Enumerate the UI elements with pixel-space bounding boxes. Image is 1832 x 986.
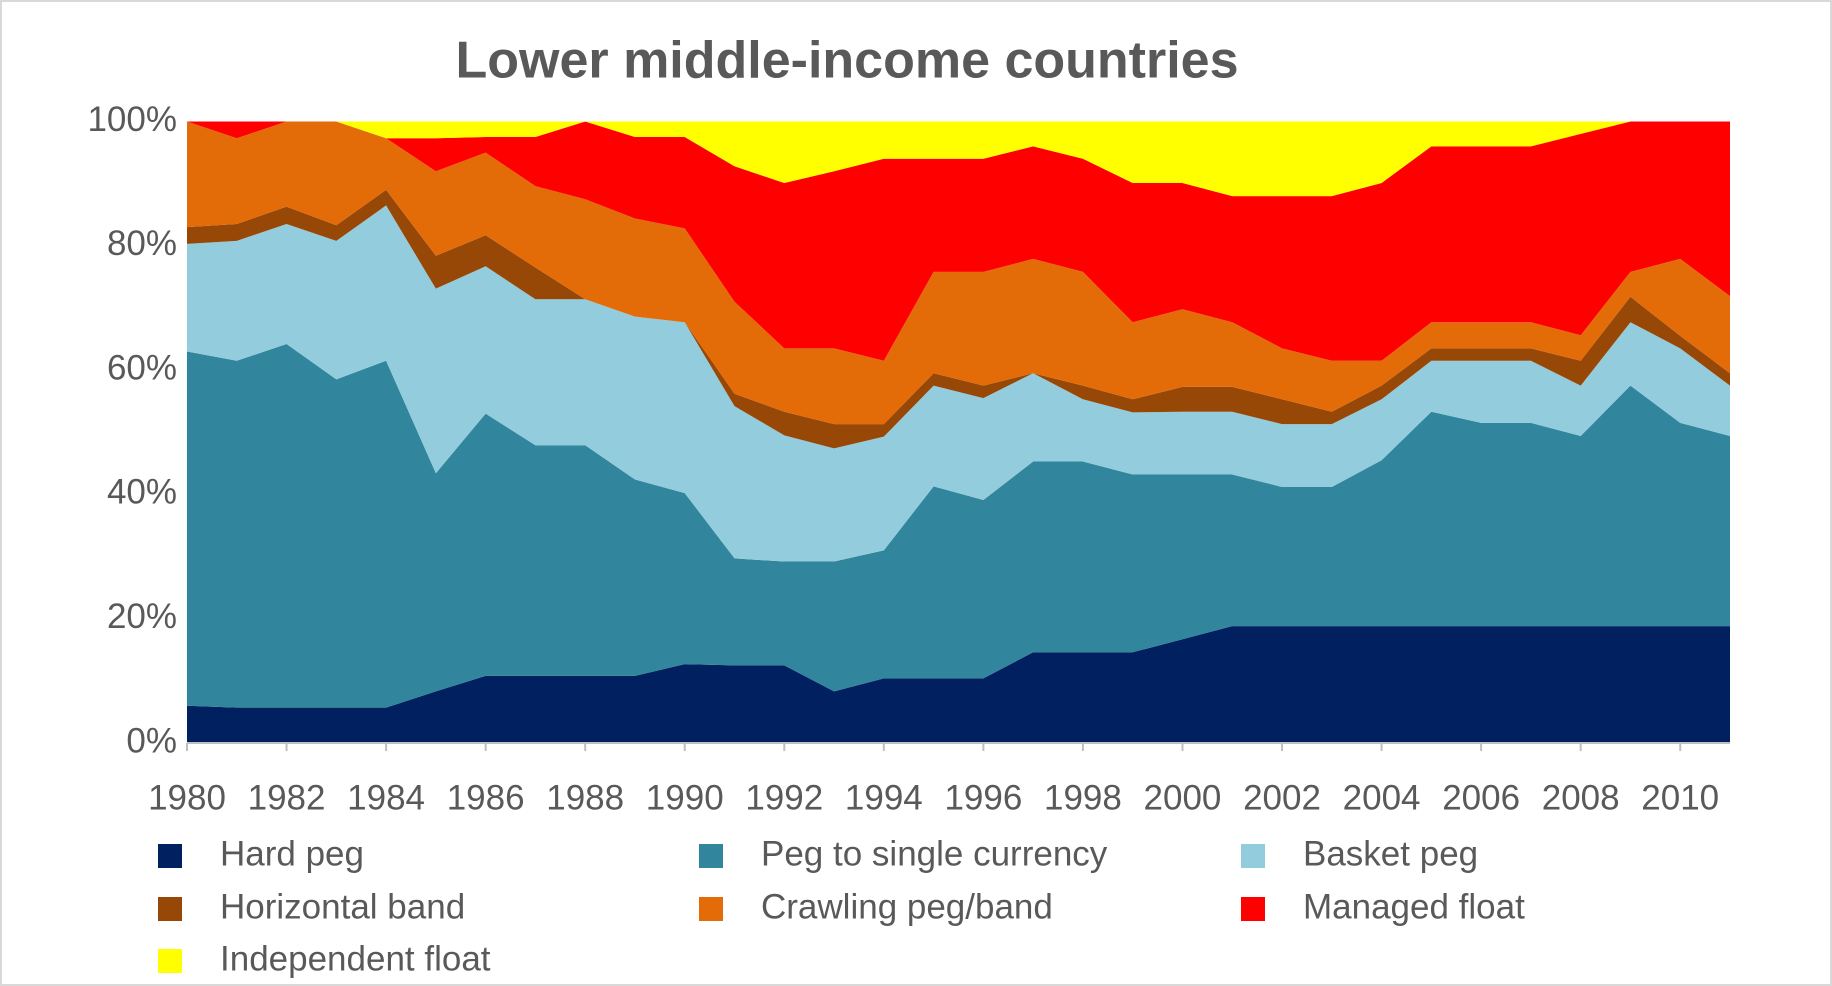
legend-label: Peg to single currency (761, 834, 1108, 873)
legend-swatch (1241, 844, 1265, 868)
chart-title: Lower middle-income countries (455, 32, 1238, 90)
legend-swatch (158, 897, 182, 921)
legend-swatch (158, 949, 182, 973)
x-tick-label: 1986 (447, 778, 525, 817)
area (187, 121, 1730, 425)
y-tick-label: 100% (87, 100, 177, 139)
area (187, 626, 1730, 743)
area (187, 343, 1730, 708)
legend-swatch (1241, 897, 1265, 921)
legend-swatch (699, 844, 723, 868)
x-tick-label: 1994 (845, 778, 923, 817)
legend-label: Horizontal band (220, 887, 465, 926)
y-tick-label: 60% (107, 348, 177, 387)
x-tick-label: 1984 (347, 778, 425, 817)
x-tick-label: 2008 (1542, 778, 1620, 817)
x-tick-label: 2002 (1243, 778, 1321, 817)
area (187, 121, 1730, 361)
legend-label: Managed float (1303, 887, 1525, 926)
x-tick-label: 1998 (1044, 778, 1122, 817)
x-tick-label: 2006 (1442, 778, 1520, 817)
legend-swatch (699, 897, 723, 921)
x-tick-label: 1988 (546, 778, 624, 817)
x-tick-label: 1992 (745, 778, 823, 817)
x-tick-label: 2004 (1343, 778, 1421, 817)
y-tick-label: 20% (107, 597, 177, 636)
x-tick-label: 1982 (248, 778, 326, 817)
y-tick-label: 0% (126, 721, 177, 760)
legend-swatch (158, 844, 182, 868)
legend-label: Crawling peg/band (761, 887, 1053, 926)
x-tick-label: 1996 (944, 778, 1022, 817)
area (187, 121, 1730, 197)
area (187, 205, 1730, 562)
x-tick-label: 1990 (646, 778, 724, 817)
legend-label: Independent float (220, 939, 491, 978)
x-tick-label: 1980 (148, 778, 226, 817)
y-tick-label: 40% (107, 473, 177, 512)
x-tick-label: 2000 (1144, 778, 1222, 817)
y-tick-label: 80% (107, 224, 177, 263)
legend-label: Basket peg (1303, 834, 1478, 873)
x-tick-label: 2010 (1641, 778, 1719, 817)
legend-label: Hard peg (220, 834, 364, 873)
